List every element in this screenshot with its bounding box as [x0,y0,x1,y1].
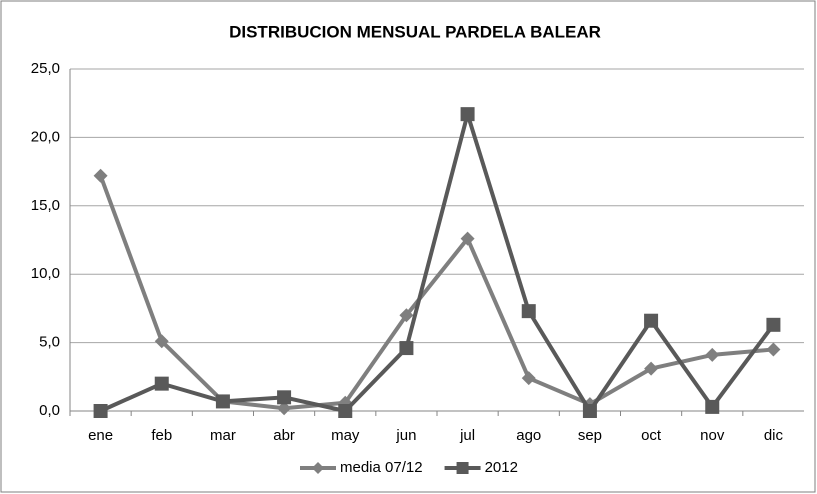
marker [399,308,414,323]
y-tick-label: 0,0 [39,402,60,419]
x-tick-label: dic [764,427,784,444]
marker [766,317,781,332]
marker [644,361,659,376]
series-line [98,175,774,411]
series-line [99,112,776,413]
y-tick-label: 15,0 [31,197,60,214]
y-tick-label: 10,0 [31,265,60,282]
x-tick-label: jun [395,427,416,444]
y-tick-label: 20,0 [31,128,60,145]
marker [93,168,108,183]
marker [460,231,475,246]
legend-label: media 07/12 [340,459,423,476]
legend-marker [456,462,469,474]
x-tick-label: abr [273,427,295,444]
x-tick-label: ene [88,427,113,444]
marker [582,404,597,418]
legend-label: 2012 [485,459,518,476]
x-tick-label: jul [459,427,475,444]
y-tick-label: 25,0 [31,60,60,77]
marker [705,399,720,414]
x-tick-label: mar [210,427,236,444]
x-tick-label: nov [700,427,725,444]
marker [215,394,230,409]
x-tick-label: sep [578,427,602,444]
marker [277,401,292,416]
marker [154,376,169,391]
marker [338,404,353,418]
chart-title: DISTRIBUCION MENSUAL PARDELA BALEAR [229,22,601,41]
marker [766,342,781,357]
marker [521,371,536,386]
x-tick-label: ago [516,427,541,444]
marker [277,390,292,405]
x-tick-label: may [331,427,360,444]
legend-marker [312,462,324,474]
marker [154,334,169,349]
marker [460,107,475,122]
x-tick-label: feb [151,427,172,444]
marker [705,347,720,362]
marker [644,313,659,328]
x-tick-label: oct [641,427,662,444]
marker [399,341,414,356]
y-tick-label: 5,0 [39,334,60,351]
marker [93,404,108,418]
marker [521,304,536,319]
